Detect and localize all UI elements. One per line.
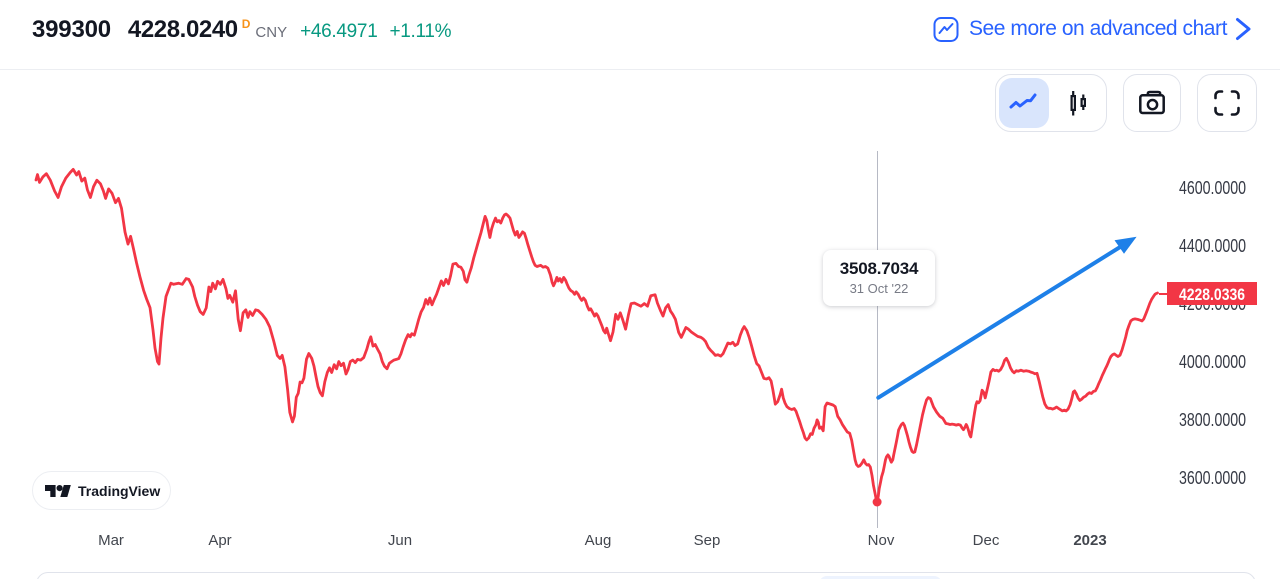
svg-text:2023: 2023 — [1073, 532, 1106, 549]
svg-text:Apr: Apr — [208, 532, 231, 549]
svg-text:4228.0336: 4228.0336 — [1179, 285, 1245, 304]
svg-text:Aug: Aug — [585, 532, 612, 549]
svg-text:Dec: Dec — [973, 532, 1000, 549]
svg-text:Nov: Nov — [868, 532, 895, 549]
svg-text:4600.0000: 4600.0000 — [1179, 178, 1246, 198]
svg-text:3800.0000: 3800.0000 — [1179, 410, 1246, 430]
svg-text:4000.0000: 4000.0000 — [1179, 352, 1246, 372]
svg-text:3600.0000: 3600.0000 — [1179, 468, 1246, 488]
svg-text:Mar: Mar — [98, 532, 124, 549]
svg-text:4400.0000: 4400.0000 — [1179, 236, 1246, 256]
svg-text:Jun: Jun — [388, 532, 412, 549]
svg-text:Sep: Sep — [694, 532, 721, 549]
